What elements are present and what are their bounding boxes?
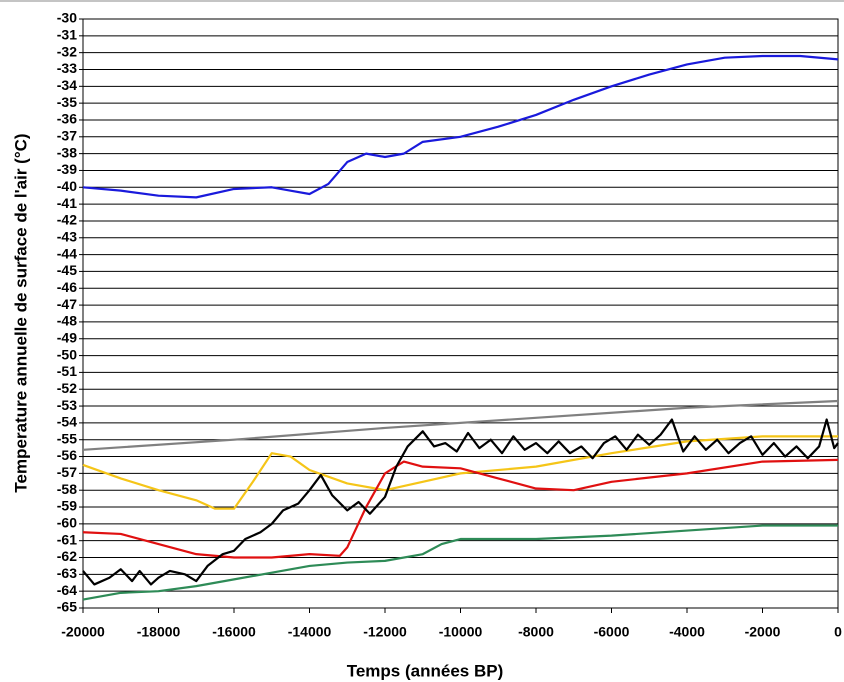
x-tick-label: -8000 bbox=[518, 624, 554, 640]
y-tick-label: -48 bbox=[57, 313, 77, 329]
y-tick-label: -35 bbox=[57, 94, 77, 110]
x-tick-label: -20000 bbox=[61, 624, 105, 640]
y-tick-label: -45 bbox=[57, 262, 77, 278]
series-line bbox=[82, 524, 838, 601]
y-tick-label: -56 bbox=[57, 447, 77, 463]
y-tick-label: -54 bbox=[57, 414, 77, 430]
plot-area bbox=[82, 18, 839, 609]
y-tick-label: -40 bbox=[57, 178, 77, 194]
y-tick-label: -49 bbox=[57, 329, 77, 345]
y-tick-label: -31 bbox=[57, 27, 77, 43]
y-tick-label: -58 bbox=[57, 481, 77, 497]
y-tick-label: -52 bbox=[57, 380, 77, 396]
series-line bbox=[82, 435, 838, 510]
y-tick-label: -30 bbox=[57, 10, 77, 26]
y-tick-label: -37 bbox=[57, 128, 77, 144]
series-line bbox=[82, 54, 839, 199]
y-tick-label: -53 bbox=[57, 397, 77, 413]
y-tick-label: -63 bbox=[57, 565, 77, 581]
y-tick-label: -65 bbox=[57, 599, 77, 615]
x-tick-label: -16000 bbox=[212, 624, 256, 640]
y-tick-label: -50 bbox=[57, 346, 77, 362]
y-tick-label: -46 bbox=[57, 279, 77, 295]
y-tick-label: -60 bbox=[57, 515, 77, 531]
x-tick-label: -4000 bbox=[669, 624, 705, 640]
series-line bbox=[82, 418, 839, 586]
y-tick-label: -43 bbox=[57, 228, 77, 244]
x-tick-label: -2000 bbox=[745, 624, 781, 640]
series-line bbox=[82, 399, 839, 451]
x-tick-label: -18000 bbox=[137, 624, 181, 640]
y-tick-label: -39 bbox=[57, 161, 77, 177]
x-tick-label: -10000 bbox=[439, 624, 483, 640]
y-tick-label: -61 bbox=[57, 531, 77, 547]
y-tick-label: -64 bbox=[57, 582, 77, 598]
x-tick-label: 0 bbox=[834, 624, 842, 640]
y-tick-label: -59 bbox=[57, 498, 77, 514]
x-axis-title: Temps (années BP) bbox=[347, 661, 504, 680]
x-tick-label: -14000 bbox=[288, 624, 332, 640]
y-tick-label: -42 bbox=[57, 212, 77, 228]
series-line bbox=[82, 458, 839, 559]
y-tick-label: -55 bbox=[57, 430, 77, 446]
x-tick-label: -6000 bbox=[594, 624, 630, 640]
y-tick-label: -36 bbox=[57, 111, 77, 127]
y-tick-label: -32 bbox=[57, 43, 77, 59]
x-tick-label: -12000 bbox=[363, 624, 407, 640]
y-tick-label: -51 bbox=[57, 363, 77, 379]
y-axis-title: Temperature annuelle de surface de l'air… bbox=[11, 133, 30, 492]
y-tick-label: -41 bbox=[57, 195, 77, 211]
y-tick-label: -47 bbox=[57, 296, 77, 312]
y-tick-label: -34 bbox=[57, 77, 77, 93]
y-tick-label: -57 bbox=[57, 464, 77, 480]
y-tick-label: -44 bbox=[57, 245, 77, 261]
y-tick-label: -62 bbox=[57, 548, 77, 564]
y-tick-label: -33 bbox=[57, 60, 77, 76]
y-tick-label: -38 bbox=[57, 144, 77, 160]
